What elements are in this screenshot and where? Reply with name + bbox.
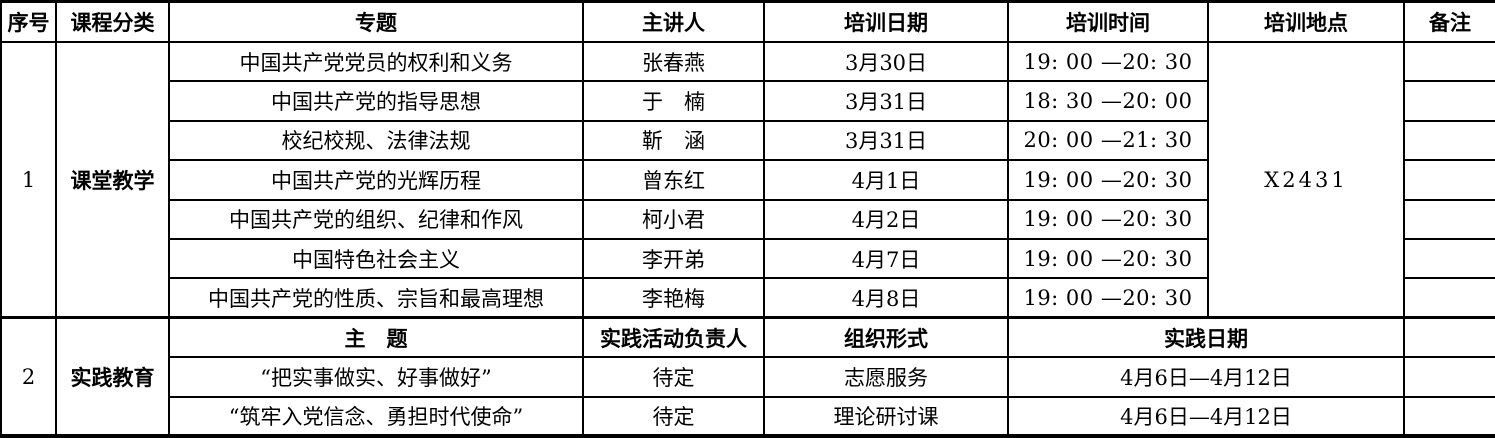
speaker-cell: 张春燕 (582, 40, 765, 83)
date-cell: 4月8日 (763, 277, 1009, 319)
section2-subheader-row: 2 实践教育 主 题 实践活动负责人 组织形式 实践日期 (0, 316, 1495, 438)
subheader-format: 组织形式 (763, 316, 1009, 359)
speaker-cell: 柯小君 (582, 198, 765, 240)
remarks-cell (1403, 356, 1495, 398)
practice-date-cell: 4月6日—4月12日 (1007, 395, 1405, 438)
date-cell: 4月1日 (763, 159, 1009, 201)
date-cell: 4月7日 (763, 237, 1009, 280)
subheader-theme: 主 题 (168, 316, 584, 359)
remarks-cell (1403, 80, 1495, 122)
theme-cell: “筑牢入党信念、勇担时代使命” (168, 395, 584, 438)
time-cell: 19: 00 —20: 30 (1007, 198, 1209, 240)
subheader-leader: 实践活动负责人 (582, 316, 765, 359)
remarks-cell (1403, 395, 1495, 438)
theme-cell: “把实事做实、好事做好” (168, 356, 584, 398)
topic-cell: 校纪校规、法律法规 (168, 119, 584, 162)
topic-cell: 中国共产党的光辉历程 (168, 159, 584, 201)
table-row: 校纪校规、法律法规 靳 涵 3月31日 20: 00 —21: 30 (1, 119, 1495, 162)
location-cell: X2431 (1207, 40, 1405, 319)
leader-cell: 待定 (582, 395, 765, 438)
time-cell: 19: 00 —20: 30 (1007, 159, 1209, 201)
time-cell: 19: 00 —20: 30 (1007, 40, 1209, 83)
col-header-topic: 专题 (168, 0, 584, 43)
table-header-row: 序号 课程分类 专题 主讲人 培训日期 培训时间 培训地点 备注 (0, 0, 1495, 43)
speaker-cell: 李艳梅 (582, 277, 765, 319)
topic-cell: 中国共产党的指导思想 (168, 80, 584, 122)
practice-date-cell: 4月6日—4月12日 (1007, 356, 1405, 398)
col-header-location: 培训地点 (1207, 0, 1405, 43)
date-cell: 3月30日 (763, 40, 1009, 83)
date-cell: 3月31日 (763, 119, 1009, 162)
col-header-seq: 序号 (0, 0, 57, 43)
table-row: 中国共产党的性质、宗旨和最高理想 李艳梅 4月8日 19: 00 —20: 30 (1, 277, 1495, 319)
category-cell: 课堂教学 (55, 40, 170, 319)
col-header-time: 培训时间 (1007, 0, 1209, 43)
table-row: “筑牢入党信念、勇担时代使命” 待定 理论研讨课 4月6日—4月12日 (1, 395, 1495, 438)
remarks-cell (1403, 119, 1495, 162)
time-cell: 19: 00 —20: 30 (1007, 237, 1209, 280)
table-row: “把实事做实、好事做好” 待定 志愿服务 4月6日—4月12日 (1, 356, 1495, 398)
topic-cell: 中国共产党的性质、宗旨和最高理想 (168, 277, 584, 319)
remarks-cell (1403, 159, 1495, 201)
remarks-cell (1403, 316, 1495, 359)
subheader-practice-date: 实践日期 (1007, 316, 1405, 359)
table-row: 中国特色社会主义 李开弟 4月7日 19: 00 —20: 30 (1, 237, 1495, 280)
table-row: 1 课堂教学 中国共产党党员的权利和义务 张春燕 3月30日 19: 00 —2… (0, 40, 1495, 319)
speaker-cell: 于 楠 (582, 80, 765, 122)
speaker-cell: 靳 涵 (582, 119, 765, 162)
remarks-cell (1403, 40, 1495, 83)
time-cell: 18: 30 —20: 00 (1007, 80, 1209, 122)
remarks-cell (1403, 277, 1495, 319)
col-header-remarks: 备注 (1403, 0, 1495, 43)
seq-cell: 2 (0, 316, 57, 438)
speaker-cell: 曾东红 (582, 159, 765, 201)
col-header-category: 课程分类 (55, 0, 170, 43)
category-cell: 实践教育 (55, 316, 170, 438)
time-cell: 20: 00 —21: 30 (1007, 119, 1209, 162)
table-row: 中国共产党的指导思想 于 楠 3月31日 18: 30 —20: 00 (1, 80, 1495, 122)
date-cell: 4月2日 (763, 198, 1009, 240)
seq-cell: 1 (0, 40, 57, 319)
topic-cell: 中国共产党的组织、纪律和作风 (168, 198, 584, 240)
format-cell: 志愿服务 (763, 356, 1009, 398)
topic-cell: 中国特色社会主义 (168, 237, 584, 280)
leader-cell: 待定 (582, 356, 765, 398)
remarks-cell (1403, 237, 1495, 280)
topic-cell: 中国共产党党员的权利和义务 (168, 40, 584, 83)
col-header-speaker: 主讲人 (582, 0, 765, 43)
remarks-cell (1403, 198, 1495, 240)
table-row: 中国共产党的组织、纪律和作风 柯小君 4月2日 19: 00 —20: 30 (1, 198, 1495, 240)
date-cell: 3月31日 (763, 80, 1009, 122)
speaker-cell: 李开弟 (582, 237, 765, 280)
col-header-date: 培训日期 (763, 0, 1009, 43)
table-row: 中国共产党的光辉历程 曾东红 4月1日 19: 00 —20: 30 (1, 159, 1495, 201)
time-cell: 19: 00 —20: 30 (1007, 277, 1209, 319)
format-cell: 理论研讨课 (763, 395, 1009, 438)
